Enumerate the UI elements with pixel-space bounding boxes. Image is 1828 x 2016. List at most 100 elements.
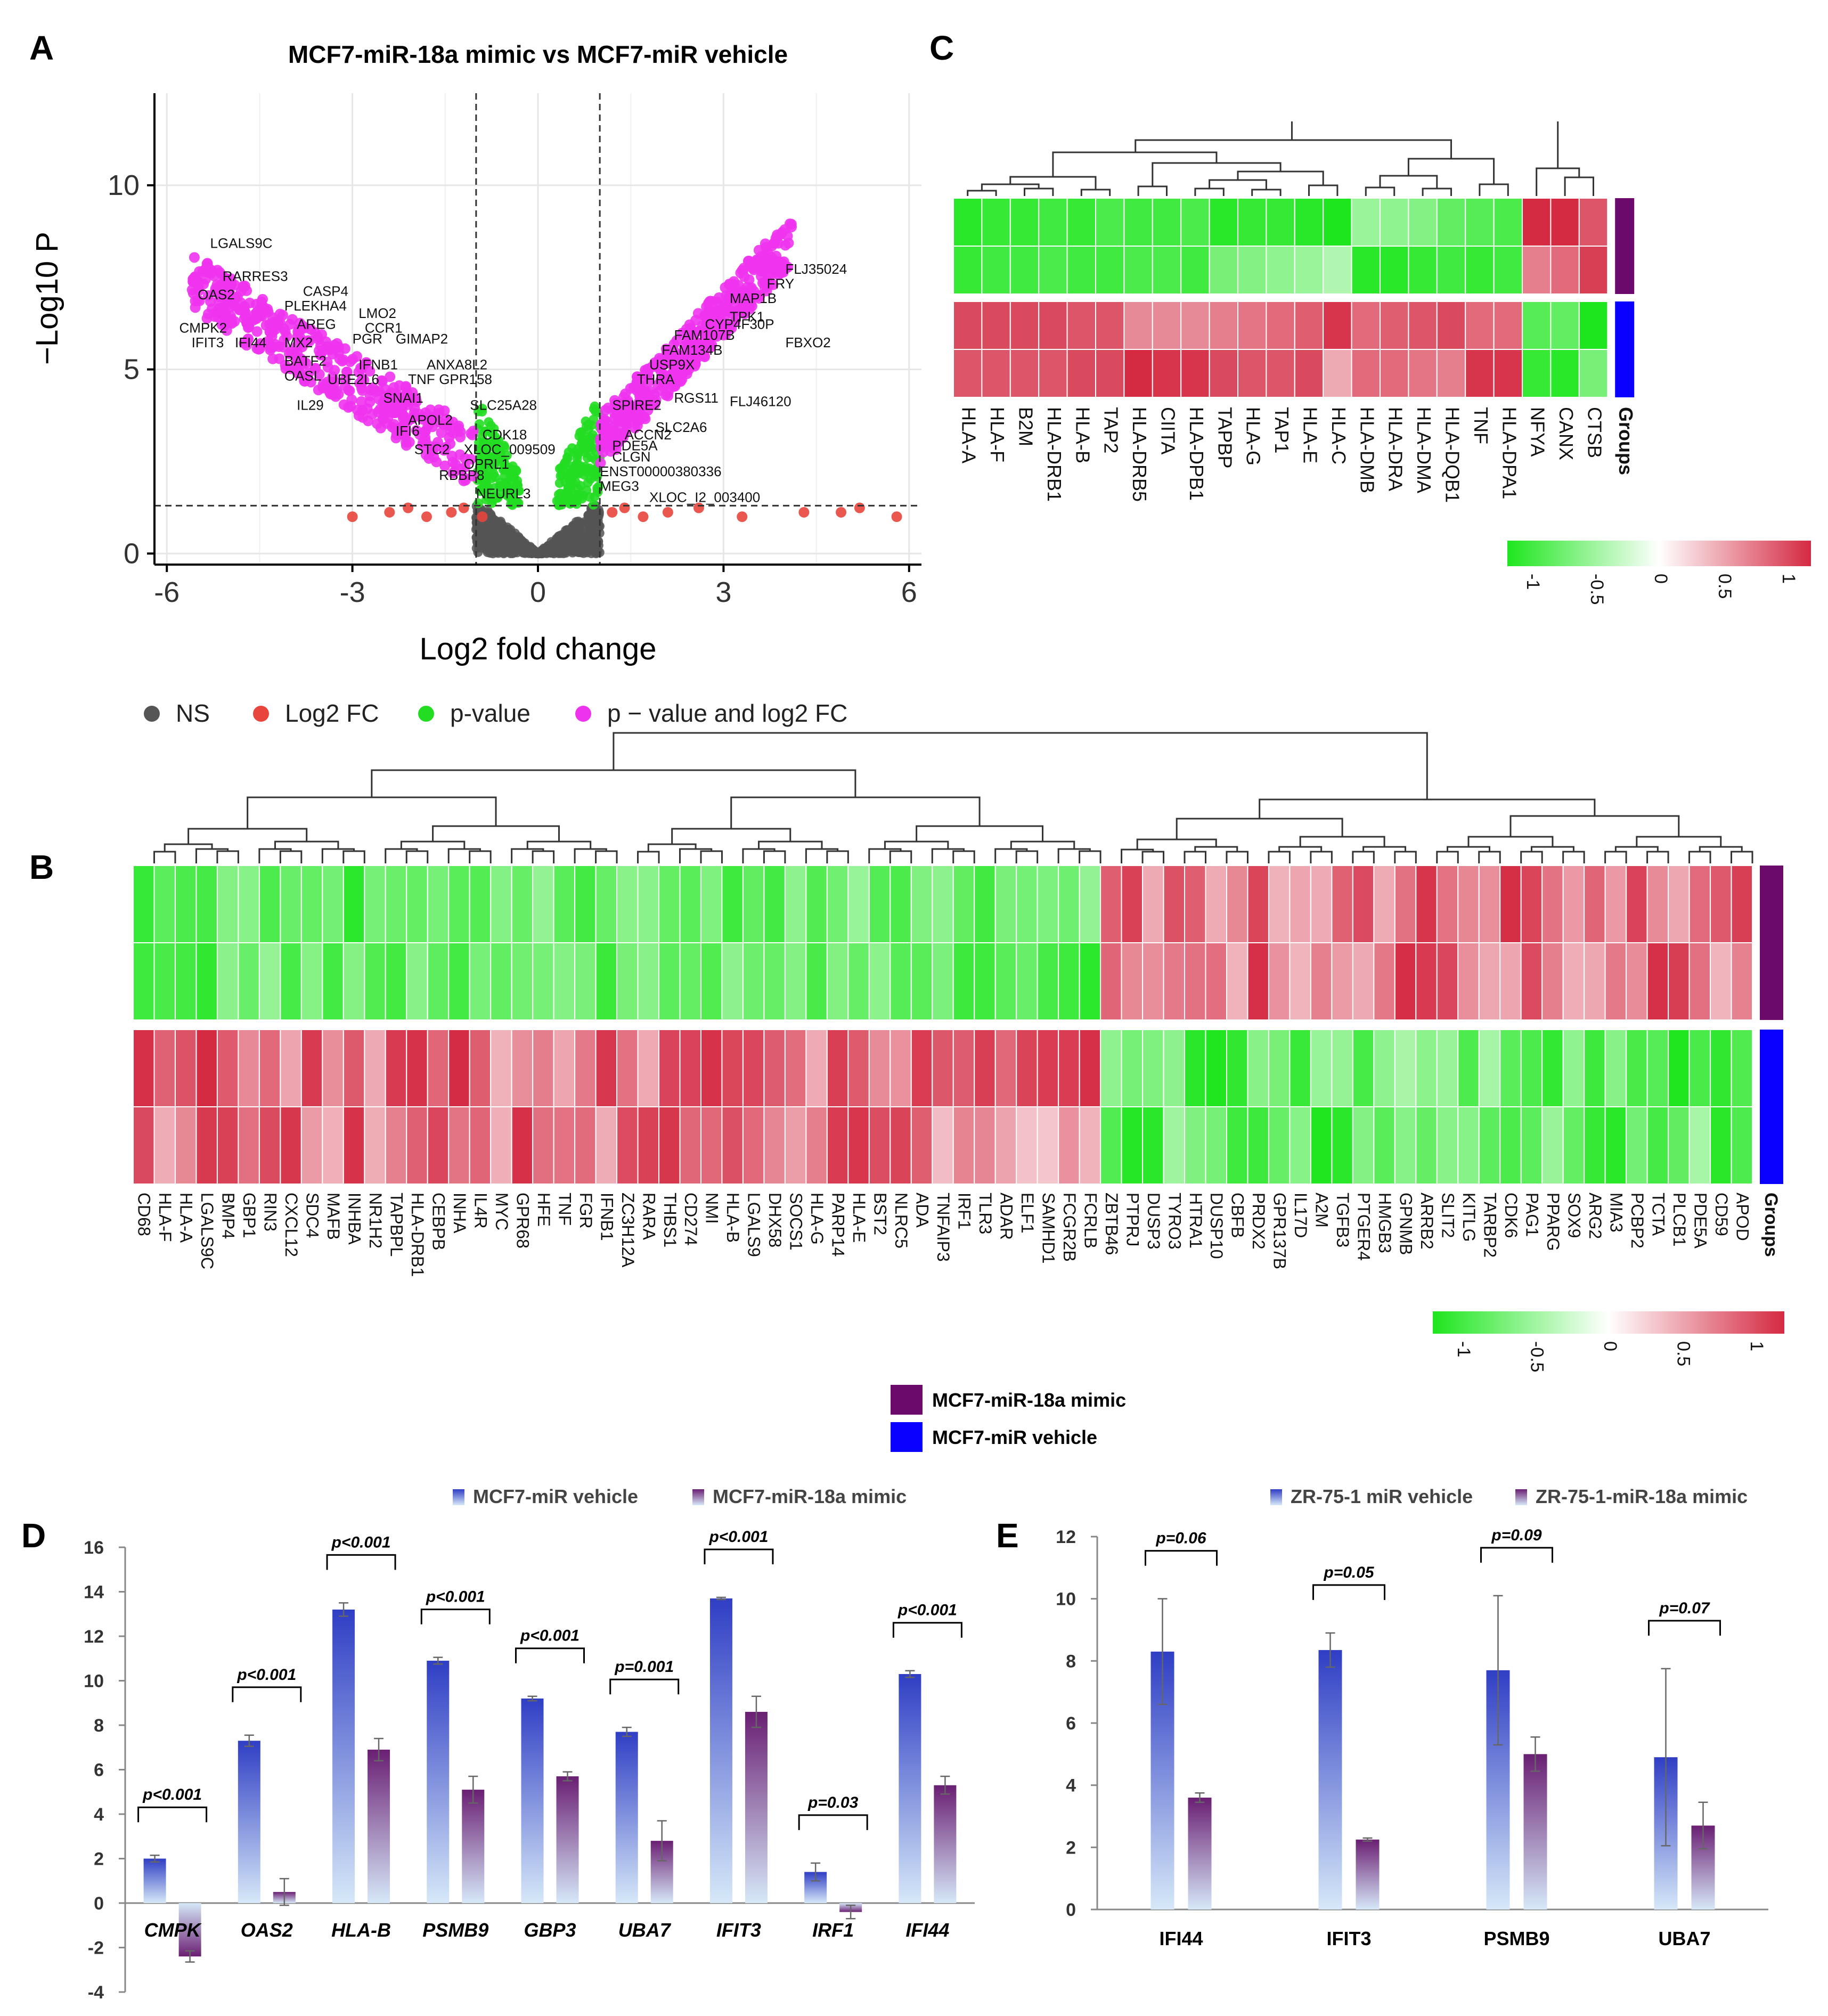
heatmap-c-cell — [1180, 301, 1210, 350]
both-point — [438, 445, 450, 456]
heatmap-b-dendrogram-branch — [1268, 851, 1291, 863]
both-point — [728, 283, 739, 295]
pvalue-point — [488, 469, 499, 479]
heatmap-b-cell — [300, 1029, 323, 1107]
heatmap-b-cell — [216, 942, 239, 1021]
heatmap-b-cell — [1415, 865, 1438, 943]
heatmap-c-cell — [1550, 301, 1580, 350]
heatmap-b-column-label: PDE5A — [1691, 1193, 1710, 1249]
volcano-gene-label: IL29 — [297, 397, 324, 413]
heatmap-b-cell — [1499, 942, 1522, 1021]
heatmap-b-cell — [1142, 942, 1164, 1021]
bar-chart-d-y-tick-label: 12 — [84, 1627, 104, 1647]
heatmap-c-cell — [1351, 246, 1381, 295]
volcano-axes: -6 -3 0 3 6 0 5 10 — [108, 93, 921, 608]
heatmap-b-cell — [763, 942, 786, 1021]
heatmap-b-cell — [1079, 1106, 1101, 1185]
heatmap-c-group-cell — [1615, 349, 1635, 397]
heatmap-c-column-label: TNF — [1470, 407, 1492, 444]
heatmap-c-cell — [1408, 349, 1438, 398]
both-point — [351, 351, 362, 362]
heatmap-c-cell — [1351, 349, 1381, 398]
heatmap-b-column-label: TARBP2 — [1480, 1193, 1499, 1258]
heatmap-b-column-labels: CD68 HLA-F HLA-A LGALS9C BMP4 GBP1 RIN3 CXCL12 S… — [135, 1193, 1781, 1277]
heatmap-b-cell — [1436, 1106, 1459, 1185]
heatmap-c-column-label: HLA-DRB5 — [1129, 407, 1150, 502]
log2fc-point — [891, 511, 902, 523]
heatmap-b-dendrogram-branch — [889, 850, 912, 863]
both-point — [274, 353, 285, 364]
heatmap-b-cell — [721, 1029, 744, 1107]
bar-chart-d-bar — [427, 1660, 450, 1903]
heatmap-b-cell — [174, 1029, 197, 1107]
heatmap-b-cell — [216, 1029, 239, 1107]
volcano-gene-label: TNF — [408, 371, 435, 387]
both-point — [699, 350, 710, 362]
bar-chart-d-bar — [899, 1674, 921, 1903]
both-point — [622, 397, 633, 409]
both-point — [436, 427, 447, 438]
both-point — [387, 421, 398, 432]
heatmap-c-column-label: HLA-DPB1 — [1186, 407, 1207, 501]
heatmap-c-cell — [1152, 301, 1182, 350]
both-point — [397, 429, 409, 440]
both-point — [670, 381, 681, 392]
volcano-gene-label: RGS11 — [674, 390, 718, 406]
log2fc-point — [384, 507, 395, 518]
heatmap-b-cell — [1373, 1106, 1396, 1185]
heatmap-b-dendrogram-branch — [400, 840, 466, 849]
heatmap-b-cell — [174, 1106, 197, 1185]
heatmap-b-cell — [195, 942, 218, 1021]
both-point — [339, 380, 350, 391]
heatmap-b-cell — [342, 1106, 365, 1185]
log2fc-point — [737, 511, 748, 523]
both-point — [713, 292, 724, 303]
pvalue-point — [493, 456, 503, 467]
heatmap-b-cell — [1436, 865, 1459, 943]
volcano-gene-label: AREG — [297, 316, 336, 332]
heatmap-b-cell — [322, 865, 344, 943]
volcano-title: MCF7-miR-18a mimic vs MCF7-miR vehicle — [288, 40, 788, 68]
heatmap-b-cell — [1478, 865, 1501, 943]
heatmap-c-cell — [1351, 198, 1381, 247]
volcano-gene-label: PDE5A — [612, 438, 658, 454]
both-point — [214, 267, 225, 278]
group-legend-vehicle-swatch — [891, 1422, 923, 1452]
both-point — [279, 323, 290, 334]
heatmap-b-cell — [1268, 942, 1291, 1021]
heatmap-c-dendrogram-branch — [1194, 187, 1225, 196]
heatmap-c-cell — [1209, 198, 1239, 247]
both-point — [786, 222, 797, 233]
pvalue-point — [500, 465, 510, 475]
heatmap-b-cell — [1205, 1106, 1227, 1185]
both-point — [334, 354, 345, 365]
heatmap-b-cell — [1668, 865, 1690, 943]
pvalue-point — [484, 454, 494, 464]
volcano-gene-label: GPR158 — [439, 371, 492, 387]
heatmap-b-column-label: HLA-A — [177, 1193, 196, 1243]
both-point — [238, 282, 249, 293]
bar-chart-e-category-label: UBA7 — [1658, 1928, 1710, 1949]
heatmap-c-cell — [1578, 349, 1609, 398]
heatmap-b-column-label: RIN3 — [261, 1193, 280, 1231]
heatmap-c-cell — [1351, 301, 1381, 350]
volcano-gene-label: CASP4 — [303, 283, 348, 299]
heatmap-b-cell — [406, 1106, 428, 1185]
log2fc-point — [477, 511, 488, 523]
both-point — [329, 340, 340, 351]
panel-letter-c: C — [929, 29, 954, 67]
heatmap-b-cell — [1037, 1106, 1059, 1185]
heatmap-c-cell — [1522, 349, 1552, 398]
heatmap-b-cell — [1079, 942, 1101, 1021]
bar-chart-e-legend-label: ZR-75-1 miR vehicle — [1291, 1486, 1473, 1507]
heatmap-c-cell — [1123, 349, 1153, 398]
heatmap-b-cell — [826, 865, 849, 943]
heatmap-c-cell — [1436, 198, 1466, 247]
both-point — [756, 251, 767, 262]
heatmap-b-dendrogram-branch — [1010, 840, 1075, 849]
ns-point — [556, 540, 566, 550]
bar-chart-e-y-tick-label: 8 — [1066, 1651, 1076, 1671]
bar-chart-e-pvalue: p=0.07 — [1659, 1599, 1710, 1617]
ns-point — [585, 530, 595, 540]
heatmap-c-cell — [1180, 246, 1210, 295]
